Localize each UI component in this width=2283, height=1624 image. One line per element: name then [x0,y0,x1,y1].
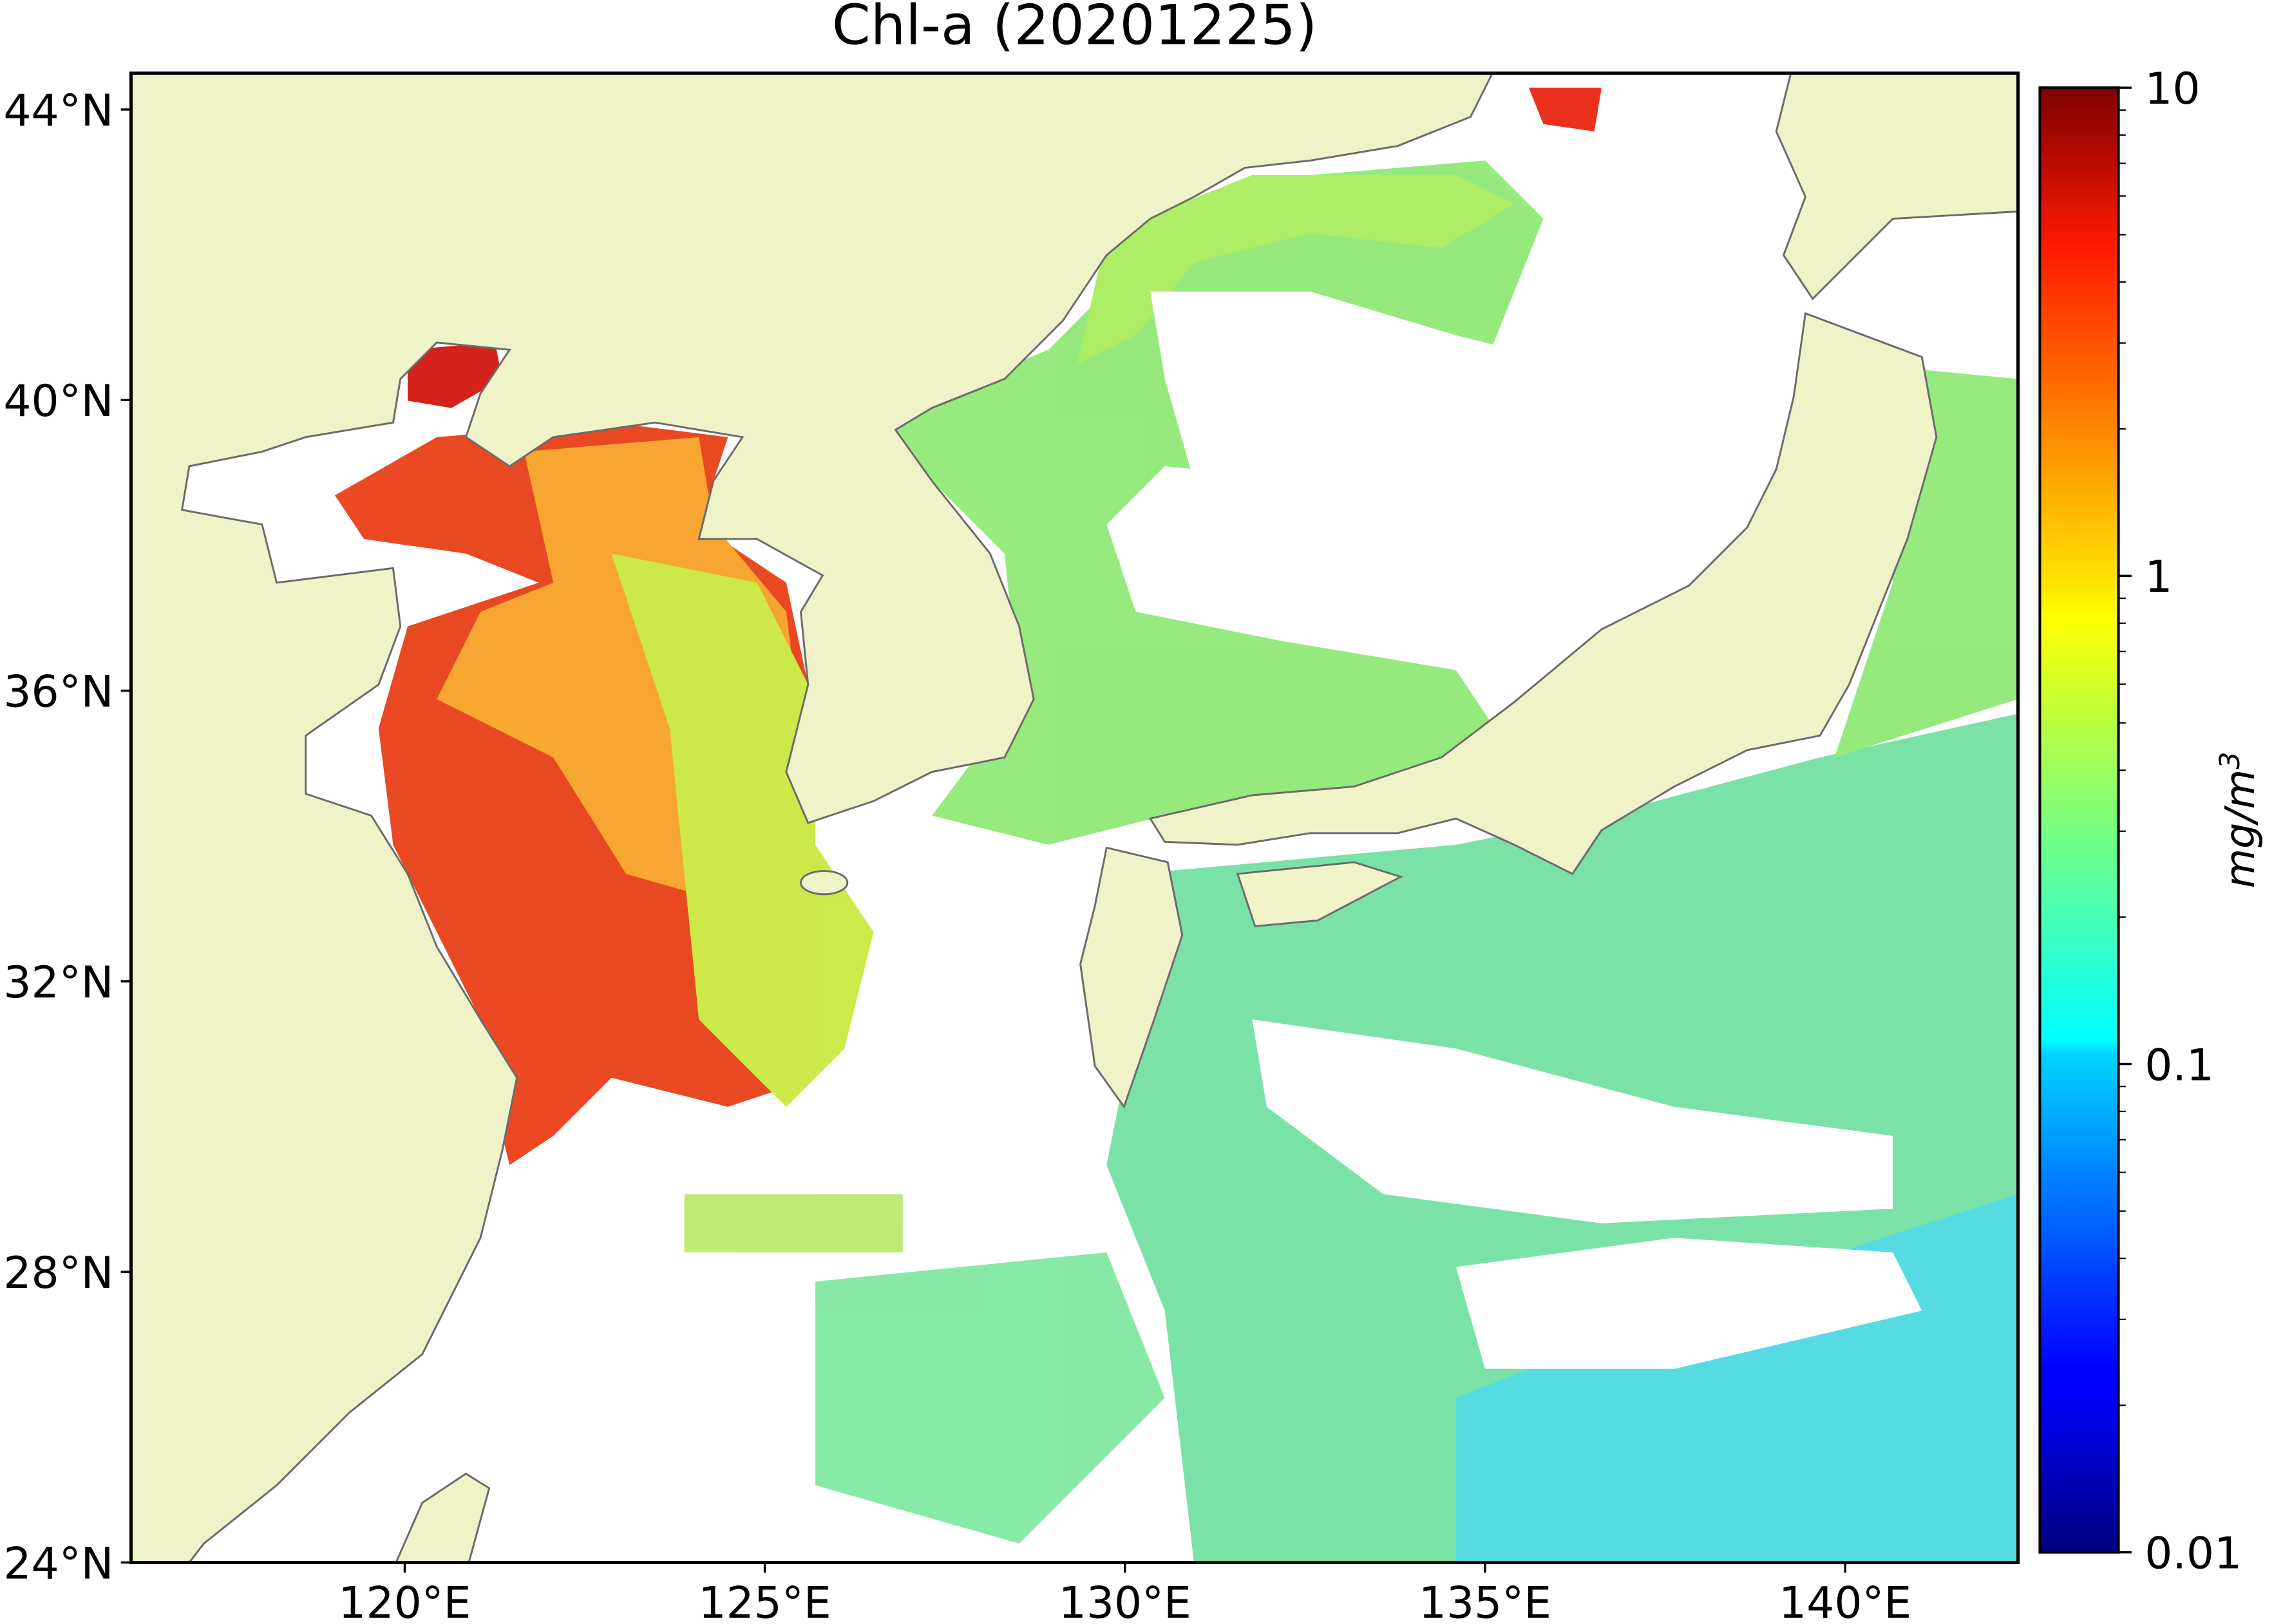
colorbar-tick-label: 0.1 [2145,1039,2214,1090]
colorbar-label: mg/m3 [2214,751,2264,888]
colorbar-label-text: mg/m [2216,770,2264,889]
x-tick-label: 120°E [338,1577,471,1624]
x-tick-label: 135°E [1419,1577,1551,1624]
colorbar-tick-label: 0.01 [2145,1528,2242,1579]
y-tick-label: 44°N [3,85,113,136]
land-hokkaido [1775,73,2018,301]
colorbar-tick-label: 10 [2145,63,2200,114]
chl-patch [1252,1019,1893,1223]
colorbar-tick-label: 1 [2145,551,2172,602]
map-area [131,73,2018,1563]
chl-patch [408,342,502,408]
land-asia [131,73,1494,1563]
chl-patch [1528,88,1602,132]
y-tick-label: 24°N [3,1538,113,1589]
land-kyushu [1079,846,1184,1109]
x-tick-label: 140°E [1779,1577,1911,1624]
x-tick-label: 125°E [699,1577,831,1624]
chlorophyll-field [334,88,2018,1563]
land-honshu [1148,312,1938,875]
colorbar [2038,86,2120,1554]
chl-patch [1455,1238,1922,1369]
y-tick-label: 32°N [3,957,113,1008]
land-shikoku [1236,861,1403,928]
land-jeju [799,870,849,896]
chl-patch [1150,291,1689,569]
land-taiwan [395,1472,491,1563]
land [131,73,2018,1563]
chart-title: Chl-a (20201225) [832,0,1318,57]
chl-patch [815,1252,1165,1544]
chl-patch [1077,175,1515,364]
y-tick-label: 36°N [3,666,113,717]
x-tick-label: 130°E [1059,1577,1191,1624]
map-frame [129,71,2020,1564]
y-tick-label: 40°N [3,375,113,426]
chl-patch [684,1194,903,1252]
colorbar-label-superscript: 3 [2214,751,2246,769]
y-tick-label: 28°N [3,1247,113,1298]
